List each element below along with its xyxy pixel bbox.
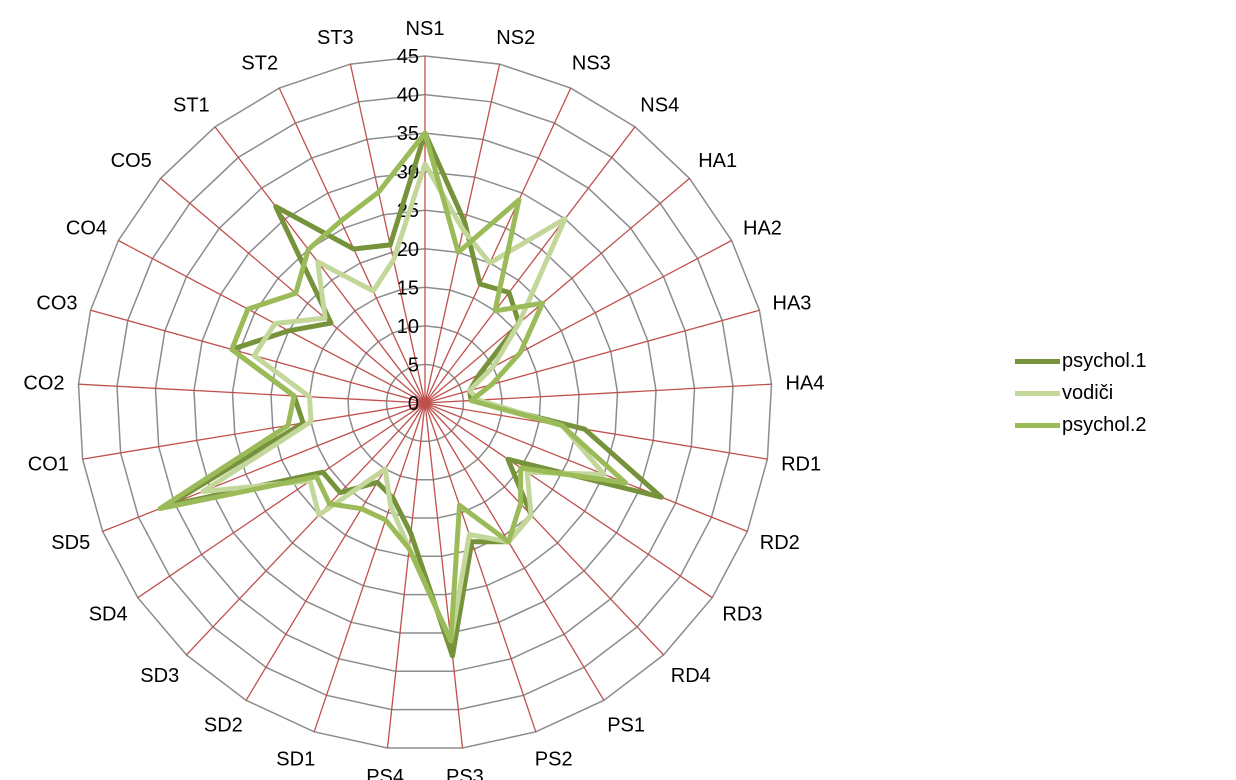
grid-ring-45 <box>77 55 773 749</box>
category-label-ps3: PS3 <box>446 766 484 780</box>
spoke-sd5 <box>102 402 426 533</box>
category-label-st3: ST3 <box>317 27 354 49</box>
legend-item: psychol.2 <box>1015 409 1230 441</box>
category-label-co1: CO1 <box>28 454 69 476</box>
category-label-co5: CO5 <box>111 150 152 172</box>
spoke-ns3 <box>424 87 572 404</box>
grid-ring-40 <box>116 93 734 711</box>
spoke-st3 <box>349 63 426 404</box>
spoke-co2 <box>78 383 426 404</box>
legend: psychol.1 vodiči psychol.2 <box>1015 345 1230 441</box>
tick-label-35: 35 <box>397 123 419 145</box>
spoke-ps3 <box>424 402 464 749</box>
tick-label-20: 20 <box>397 239 419 261</box>
spoke-ps2 <box>424 402 537 733</box>
tick-label-0: 0 <box>408 393 419 415</box>
category-label-rd1: RD1 <box>781 454 821 476</box>
spoke-ha3 <box>424 309 760 404</box>
legend-label: vodiči <box>1062 381 1114 404</box>
legend-item: vodiči <box>1015 377 1230 409</box>
spoke-rd2 <box>424 402 748 533</box>
grid-ring-35 <box>154 132 696 673</box>
spoke-sd1 <box>313 402 426 733</box>
category-label-rd2: RD2 <box>760 532 800 554</box>
tick-label-15: 15 <box>397 277 419 299</box>
grid-ring-20 <box>270 248 580 558</box>
spoke-co1 <box>82 402 426 460</box>
spoke-rd4 <box>424 402 665 656</box>
category-label-ps1: PS1 <box>607 714 645 736</box>
category-label-st2: ST2 <box>241 53 278 75</box>
category-label-ns4: NS4 <box>640 95 679 117</box>
spoke-ns2 <box>424 63 501 404</box>
legend-label: psychol.1 <box>1062 349 1147 372</box>
category-label-ha1: HA1 <box>698 150 737 172</box>
tick-label-5: 5 <box>408 354 419 376</box>
category-label-rd3: RD3 <box>722 603 762 625</box>
category-label-sd5: SD5 <box>51 532 90 554</box>
series-line-psychol-2 <box>157 130 629 644</box>
spoke-co5 <box>160 177 426 404</box>
category-label-st1: ST1 <box>173 95 210 117</box>
category-label-sd1: SD1 <box>276 748 315 770</box>
legend-swatch <box>1015 422 1060 428</box>
legend-label: psychol.2 <box>1062 413 1147 436</box>
spoke-ha1 <box>424 177 690 404</box>
radar-spokes <box>78 56 772 749</box>
category-label-ns1: NS1 <box>406 18 445 40</box>
category-label-ps2: PS2 <box>535 748 573 770</box>
category-label-ha2: HA2 <box>743 217 782 239</box>
spoke-rd1 <box>424 402 768 460</box>
legend-item: psychol.1 <box>1015 345 1230 377</box>
category-label-co3: CO3 <box>36 293 77 315</box>
category-label-ns2: NS2 <box>496 27 535 49</box>
legend-swatch <box>1015 358 1060 364</box>
spoke-ha2 <box>424 239 732 404</box>
category-label-sd4: SD4 <box>89 603 128 625</box>
grid-ring-5 <box>385 363 465 443</box>
legend-swatch <box>1015 390 1060 396</box>
category-label-ns3: NS3 <box>572 53 611 75</box>
category-label-ha4: HA4 <box>786 373 825 395</box>
spoke-sd2 <box>245 402 426 701</box>
category-label-sd2: SD2 <box>204 714 243 736</box>
spoke-ps4 <box>386 402 426 749</box>
category-label-co2: CO2 <box>23 373 64 395</box>
grid-ring-10 <box>347 325 503 481</box>
spoke-rd3 <box>424 402 713 599</box>
grid-ring-30 <box>193 170 657 634</box>
tick-label-45: 45 <box>397 46 419 68</box>
tick-label-10: 10 <box>397 316 419 338</box>
category-labels: NS1 NS2 NS3 NS4 HA1 HA2 HA3 HA4 RD1 RD2 RD3 RD4 PS1 P… <box>23 18 824 780</box>
category-label-ps4: PS4 <box>366 766 404 780</box>
category-label-rd4: RD4 <box>671 665 711 687</box>
spoke-ns4 <box>424 126 636 404</box>
tick-label-40: 40 <box>397 85 419 107</box>
spoke-sd3 <box>185 402 426 656</box>
category-label-ha3: HA3 <box>773 293 812 315</box>
category-label-sd3: SD3 <box>140 665 179 687</box>
spoke-co4 <box>118 239 426 404</box>
series-lines <box>157 130 664 659</box>
spoke-sd4 <box>137 402 426 599</box>
spoke-ps1 <box>424 402 605 701</box>
category-label-co4: CO4 <box>66 217 107 239</box>
